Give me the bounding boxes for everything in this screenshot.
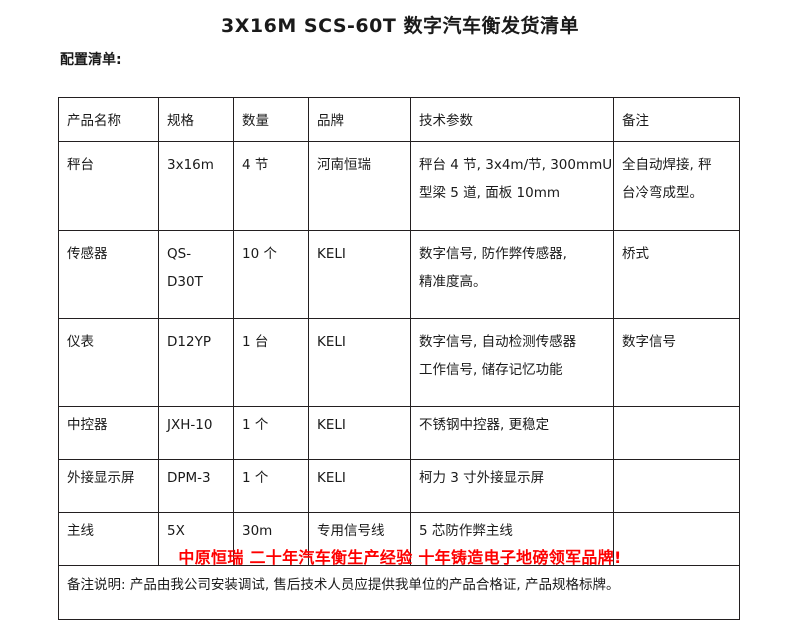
cell-text-line: 全自动焊接, 秤 — [622, 157, 712, 173]
cell-text-line: 型梁 5 道, 面板 10mm — [419, 185, 561, 201]
cell-brand: 河南恒瑞 — [308, 141, 411, 231]
cell-spec: QS-D30T — [158, 230, 234, 319]
cell-spec: JXH-10 — [158, 406, 234, 460]
column-header-tech-params: 技术参数 — [410, 97, 614, 142]
cell-remark: 全自动焊接, 秤 台冷弯成型。 — [613, 141, 740, 231]
cell-text-line: 秤台 4 节, 3x4m/节, 300mmU — [419, 157, 613, 173]
cell-text-line: 工作信号, 储存记忆功能 — [419, 362, 563, 378]
cell-text-line: 桥式 — [622, 246, 649, 262]
cell-brand: KELI — [308, 459, 411, 513]
company-slogan: 中原恒瑞 二十年汽车衡生产经验 十年铸造电子地磅领军品牌! — [178, 548, 622, 567]
table-row: 秤台 3x16m 4 节 河南恒瑞 秤台 4 节, 3x4m/节, 300mmU… — [58, 141, 740, 231]
cell-tech-params: 秤台 4 节, 3x4m/节, 300mmU 型梁 5 道, 面板 10mm — [410, 141, 614, 231]
cell-tech-params: 数字信号, 自动检测传感器 工作信号, 储存记忆功能 — [410, 318, 614, 407]
document-page: 3X16M SCS-60T 数字汽车衡发货清单 配置清单: 产品名称 规格 数量… — [58, 15, 740, 620]
cell-quantity: 1 个 — [233, 459, 309, 513]
table-row: 中控器 JXH-10 1 个 KELI 不锈钢中控器, 更稳定 — [58, 406, 740, 460]
table-row: 仪表 D12YP 1 台 KELI 数字信号, 自动检测传感器 工作信号, 储存… — [58, 318, 740, 407]
cell-quantity: 10 个 — [233, 230, 309, 319]
cell-remark — [613, 406, 740, 460]
cell-text-line: 数字信号, 防作弊传感器, — [419, 246, 567, 262]
cell-remark — [613, 459, 740, 513]
cell-tech-params: 不锈钢中控器, 更稳定 — [410, 406, 614, 460]
cell-spec: 5X — [158, 512, 234, 566]
cell-remark — [613, 512, 740, 566]
column-header-brand: 品牌 — [308, 97, 411, 142]
cell-brand: KELI — [308, 230, 411, 319]
column-header-spec: 规格 — [158, 97, 234, 142]
cell-spec: DPM-3 — [158, 459, 234, 513]
column-header-remark: 备注 — [613, 97, 740, 142]
table-footer-row: 备注说明: 产品由我公司安装调试, 售后技术人员应提供我单位的产品合格证, 产品… — [58, 565, 740, 620]
cell-product-name: 外接显示屏 — [58, 459, 159, 513]
cell-product-name: 秤台 — [58, 141, 159, 231]
cell-product-name: 中控器 — [58, 406, 159, 460]
cell-footer-note: 备注说明: 产品由我公司安装调试, 售后技术人员应提供我单位的产品合格证, 产品… — [58, 565, 740, 620]
table-row: 传感器 QS-D30T 10 个 KELI 数字信号, 防作弊传感器, 精准度高… — [58, 230, 740, 319]
column-header-quantity: 数量 — [233, 97, 309, 142]
table-row: 外接显示屏 DPM-3 1 个 KELI 柯力 3 寸外接显示屏 — [58, 459, 740, 513]
cell-quantity: 1 个 — [233, 406, 309, 460]
cell-product-name: 主线 — [58, 512, 159, 566]
cell-brand: 专用信号线 — [308, 512, 411, 566]
cell-text-line: 台冷弯成型。 — [622, 185, 703, 201]
cell-tech-params: 柯力 3 寸外接显示屏 — [410, 459, 614, 513]
table-header-row: 产品名称 规格 数量 品牌 技术参数 备注 — [58, 97, 740, 142]
cell-brand: KELI — [308, 406, 411, 460]
cell-spec: 3x16m — [158, 141, 234, 231]
column-header-product-name: 产品名称 — [58, 97, 159, 142]
cell-text-line: 数字信号 — [622, 334, 676, 350]
cell-text-line: 数字信号, 自动检测传感器 — [419, 334, 577, 350]
cell-brand: KELI — [308, 318, 411, 407]
cell-remark: 桥式 — [613, 230, 740, 319]
table-row: 主线 5X 30m 专用信号线 5 芯防作弊主线 — [58, 512, 740, 566]
page-title: 3X16M SCS-60T 数字汽车衡发货清单 — [221, 15, 579, 37]
packing-list-table: 产品名称 规格 数量 品牌 技术参数 备注 秤台 3x16m 4 节 河南恒瑞 … — [58, 97, 740, 620]
configuration-list-label: 配置清单: — [60, 52, 122, 68]
cell-spec: D12YP — [158, 318, 234, 407]
cell-text-line: 精准度高。 — [419, 274, 487, 290]
cell-tech-params: 数字信号, 防作弊传感器, 精准度高。 — [410, 230, 614, 319]
cell-product-name: 仪表 — [58, 318, 159, 407]
cell-quantity: 1 台 — [233, 318, 309, 407]
cell-remark: 数字信号 — [613, 318, 740, 407]
cell-quantity: 4 节 — [233, 141, 309, 231]
cell-product-name: 传感器 — [58, 230, 159, 319]
